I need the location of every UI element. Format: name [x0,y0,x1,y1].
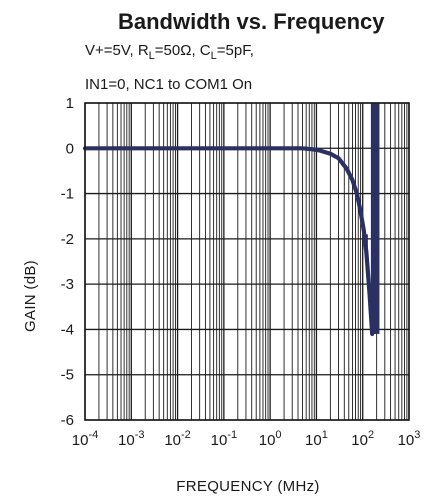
x-tick-label: 10-4 [72,429,98,449]
subtitle-part: =5pF, [217,42,254,59]
x-tick-exponent: -4 [88,429,98,441]
x-tick-label: 101 [305,429,328,449]
x-tick-base: 10 [398,432,415,449]
x-tick-label: 100 [259,429,282,449]
x-tick-exponent: 1 [322,429,328,441]
x-tick-base: 10 [351,432,368,449]
y-axis-label: GAIN (dB) [22,260,39,332]
x-tick-label: 10-3 [118,429,144,449]
x-tick-exponent: 3 [414,429,420,441]
x-tick-label: 10-2 [164,429,190,449]
y-tick-label: 0 [66,140,74,157]
x-tick-label: 102 [351,429,374,449]
x-tick-base: 10 [211,432,228,449]
x-tick-base: 10 [118,432,135,449]
x-axis-label: FREQUENCY (MHz) [176,478,319,495]
plot-frame [84,102,410,421]
plot-grid [84,102,410,421]
chart-title: Bandwidth vs. Frequency [118,9,385,34]
y-tick-label: -6 [61,412,74,429]
x-tick-base: 10 [164,432,181,449]
subtitle-part: L [211,50,217,62]
chart-subtitle: V+=5V, RL=50Ω, CL=5pF,IN1=0, NC1 to COM1… [85,42,254,93]
subtitle-line-2: IN1=0, NC1 to COM1 On [85,76,252,93]
subtitle-part: V+=5V, R [85,42,149,59]
x-tick-label: 10-1 [211,429,237,449]
x-tick-exponent: -1 [227,429,237,441]
y-tick-label: -5 [61,367,74,384]
y-tick-label: -3 [61,276,74,293]
x-tick-exponent: -3 [135,429,145,441]
y-axis-ticks: 1 0 -1 -2 -3 -4 -5 -6 [61,95,74,429]
x-tick-base: 10 [259,432,276,449]
y-tick-label: -4 [61,321,74,338]
subtitle-part: L [149,50,155,62]
x-tick-label: 103 [398,429,421,449]
subtitle-part: =50Ω, C [155,42,211,59]
gain-series [82,103,380,337]
x-tick-exponent: 2 [368,429,374,441]
x-tick-base: 10 [72,432,89,449]
resonance-band [370,103,380,334]
y-tick-label: -1 [61,186,74,203]
subtitle-line-1: V+=5V, RL=50Ω, CL=5pF, [85,42,254,62]
gain-curve-1 [82,146,375,337]
subtitle-part: IN1=0, NC1 to COM1 On [85,76,252,93]
x-axis-ticks: 10-4 10-3 10-2 10-1 100 101 102 103 [72,429,421,449]
x-tick-exponent: -2 [181,429,191,441]
x-tick-exponent: 0 [275,429,281,441]
y-tick-label: -2 [61,231,74,248]
x-tick-base: 10 [305,432,322,449]
y-tick-label: 1 [66,95,74,112]
